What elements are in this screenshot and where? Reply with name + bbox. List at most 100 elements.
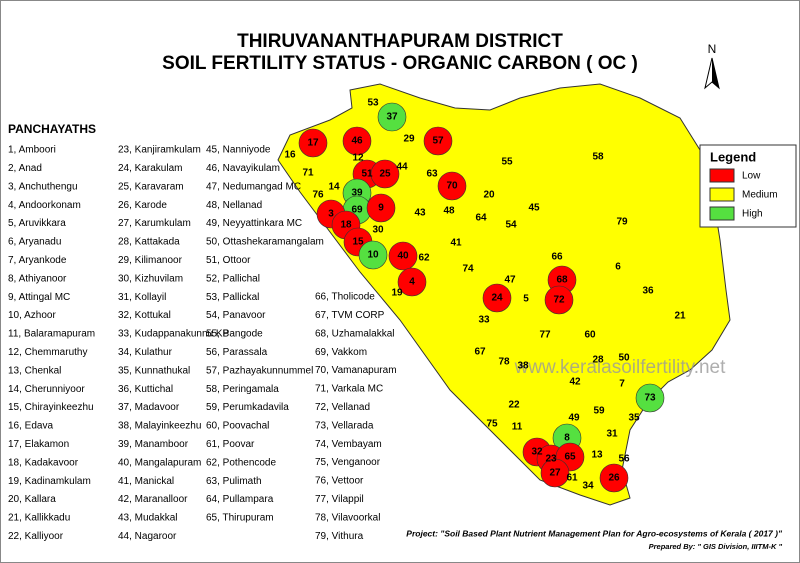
panchayath-item: 20, Kallara [8, 494, 56, 505]
panchayath-item: 47, Nedumangad MC [206, 181, 301, 192]
region-label: 60 [584, 330, 596, 341]
panchayath-item: 74, Vembayam [315, 439, 382, 450]
region-patch [599, 463, 629, 493]
panchayath-item: 26, Karode [118, 200, 167, 211]
region-label: 6 [615, 262, 621, 273]
region-label: 48 [443, 206, 455, 217]
region-label: 49 [568, 413, 580, 424]
region-label: 69 [351, 205, 363, 216]
panchayath-item: 67, TVM CORP [315, 310, 385, 321]
region-label: 21 [674, 311, 686, 322]
region-label: 26 [608, 473, 620, 484]
panchayath-item: 15, Chirayinkeezhu [8, 402, 94, 413]
region-label: 56 [618, 454, 630, 465]
panchayath-item: 10, Azhoor [8, 310, 56, 321]
panchayath-item: 27, Karumkulam [118, 218, 191, 229]
region-label: 46 [351, 136, 363, 147]
region-label: 12 [352, 153, 364, 164]
region-label: 38 [517, 361, 529, 372]
panchayath-item: 21, Kallikkadu [8, 513, 70, 524]
region-label: 54 [505, 220, 517, 231]
region-patch [370, 159, 400, 189]
panchayath-item: 16, Edava [8, 421, 53, 432]
panchayath-item: 69, Vakkom [315, 347, 367, 358]
region-label: 3 [328, 209, 334, 220]
region-label: 7 [619, 379, 625, 390]
legend-title: Legend [710, 149, 756, 164]
region-label: 62 [418, 253, 430, 264]
region-label: 18 [340, 220, 352, 231]
region-label: 9 [378, 203, 384, 214]
panchayath-item: 61, Poovar [206, 439, 255, 450]
panchayath-item: 63, Pulimath [206, 476, 262, 487]
panchayath-item: 31, Kollayil [118, 292, 166, 303]
region-label: 65 [564, 452, 576, 463]
region-label: 30 [372, 225, 384, 236]
north-label: N [708, 42, 717, 56]
region-label: 35 [628, 413, 640, 424]
panchayath-item: 18, Kadakavoor [8, 457, 79, 468]
region-label: 33 [478, 315, 490, 326]
region-label: 58 [592, 152, 604, 163]
panchayath-item: 51, Ottoor [206, 255, 251, 266]
panchayath-item: 29, Kilimanoor [118, 255, 183, 266]
region-label: 55 [501, 157, 513, 168]
panchayath-item: 35, Kunnathukal [118, 365, 190, 376]
region-label: 41 [450, 238, 462, 249]
panchayath-item: 4, Andoorkonam [8, 200, 81, 211]
legend-label: Low [742, 171, 761, 182]
region-label: 53 [367, 98, 379, 109]
panchayath-item: 49, Neyyattinkara MC [206, 218, 302, 229]
panchayath-item: 9, Attingal MC [8, 292, 70, 303]
region-label: 4 [409, 277, 415, 288]
region-label: 36 [642, 286, 654, 297]
panchayath-item: 17, Elakamon [8, 439, 69, 450]
panchayath-item: 57, Pazhayakunnummel [206, 365, 313, 376]
legend-label: Medium [742, 190, 778, 201]
prepared-by: Prepared By: " GIS Division, IIITM-K " [649, 542, 783, 551]
region-patch [298, 128, 328, 158]
panchayath-item: 77, Vilappil [315, 494, 364, 505]
panchayath-item: 25, Karavaram [118, 181, 184, 192]
panchayath-item: 75, Venganoor [315, 457, 381, 468]
panchayath-item: 70, Vamanapuram [315, 365, 397, 376]
region-label: 70 [446, 181, 458, 192]
region-label: 19 [391, 288, 403, 299]
panchayath-item: 71, Varkala MC [315, 384, 383, 395]
title-line: SOIL FERTILITY STATUS - ORGANIC CARBON (… [162, 53, 638, 74]
region-label: 71 [302, 168, 314, 179]
region-patch [635, 383, 665, 413]
region-patch [544, 285, 574, 315]
panchayath-item: 48, Nellanad [206, 200, 262, 211]
region-label: 63 [426, 169, 438, 180]
legend-swatch [709, 168, 735, 183]
north-arrow: N [704, 42, 720, 90]
region-patch [423, 126, 453, 156]
panchayath-item: 28, Kattakada [118, 237, 180, 248]
panchayath-item: 41, Manickal [118, 476, 174, 487]
region-patch [437, 171, 467, 201]
region-label: 73 [644, 393, 656, 404]
panchayath-item: 40, Mangalapuram [118, 457, 201, 468]
panchayath-item: 13, Chenkal [8, 365, 61, 376]
panchayath-item: 7, Aryankode [8, 255, 67, 266]
region-label: 66 [551, 252, 563, 263]
panchayath-item: 78, Vilavoorkal [315, 512, 380, 523]
region-label: 77 [539, 330, 551, 341]
region-label: 51 [361, 169, 373, 180]
panchayath-item: 52, Pallichal [206, 273, 260, 284]
panchayath-item: 65, Thirupuram [206, 513, 274, 524]
panchayath-item: 6, Aryanadu [8, 237, 61, 248]
panchayath-item: 76, Vettoor [315, 476, 364, 487]
panchayath-item: 24, Karakulam [118, 163, 182, 174]
region-label: 67 [474, 347, 486, 358]
region-patch [388, 241, 418, 271]
panchayath-item: 5, Aruvikkara [8, 218, 66, 229]
region-label: 42 [569, 377, 581, 388]
region-label: 34 [582, 481, 594, 492]
region-patch [366, 193, 396, 223]
region-label: 15 [352, 237, 364, 248]
panchayath-item: 19, Kadinamkulam [8, 476, 91, 487]
region-label: 8 [564, 433, 570, 444]
legend: Legend Low Medium High [699, 144, 797, 228]
